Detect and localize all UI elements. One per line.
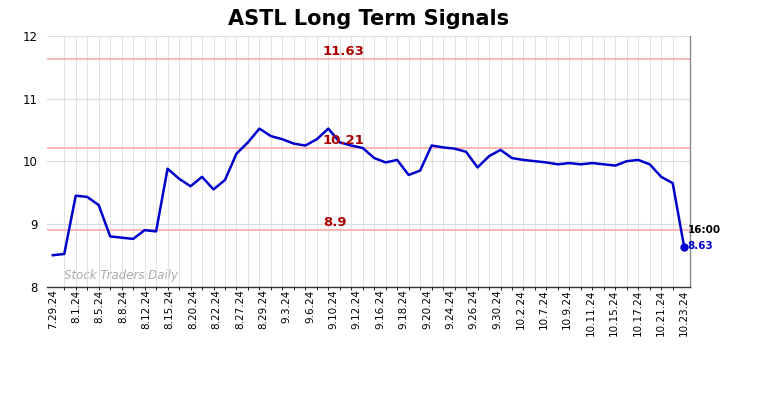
Text: 16:00: 16:00: [688, 225, 720, 235]
Text: Stock Traders Daily: Stock Traders Daily: [64, 269, 178, 282]
Text: 10.21: 10.21: [323, 134, 365, 147]
Text: 8.9: 8.9: [323, 217, 347, 229]
Title: ASTL Long Term Signals: ASTL Long Term Signals: [228, 9, 509, 29]
Text: 11.63: 11.63: [323, 45, 365, 58]
Text: 8.63: 8.63: [688, 241, 713, 251]
